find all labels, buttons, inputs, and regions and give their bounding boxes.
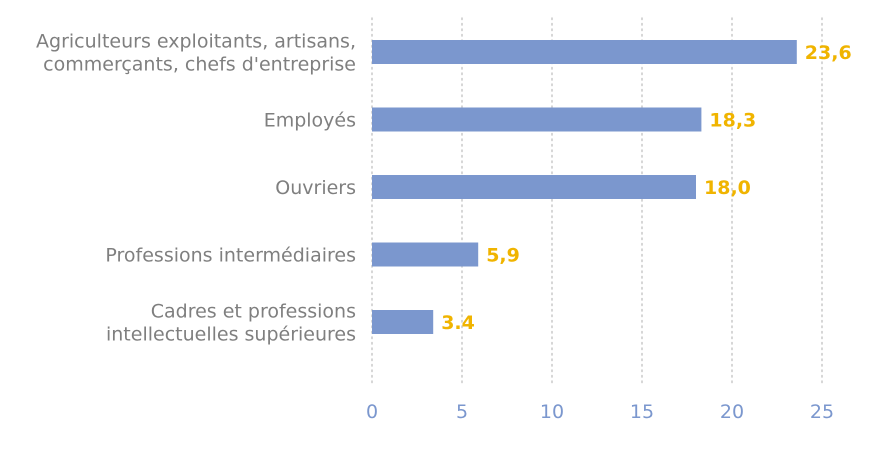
bar <box>372 40 797 64</box>
category-label: Professions intermédiaires <box>105 245 356 267</box>
value-label: 3.4 <box>441 312 475 334</box>
category-label: Employés <box>264 110 356 132</box>
value-label: 5,9 <box>486 245 520 267</box>
x-axis-tick-labels: 0 5 10 15 20 25 <box>366 401 834 423</box>
x-tick-label: 5 <box>456 401 468 423</box>
value-label: 18,0 <box>704 177 751 199</box>
category-labels: Agriculteurs exploitants, artisans, comme… <box>36 31 356 346</box>
bars <box>372 40 797 334</box>
bar <box>372 310 434 334</box>
x-tick-label: 25 <box>810 401 834 423</box>
bar <box>372 107 702 132</box>
x-tick-label: 10 <box>540 401 564 423</box>
bar <box>372 175 696 199</box>
grid-lines <box>371 17 823 385</box>
bar <box>372 242 479 267</box>
value-labels: 23,6 18,3 18,0 5,9 3.4 <box>441 42 851 334</box>
x-tick-label: 20 <box>720 401 744 423</box>
x-tick-label: 0 <box>366 401 378 423</box>
category-label: Ouvriers <box>275 177 356 199</box>
category-label: Cadres et professions intellectuelles sup… <box>106 301 356 346</box>
x-tick-label: 15 <box>630 401 654 423</box>
value-label: 18,3 <box>709 110 756 132</box>
value-label: 23,6 <box>805 42 852 64</box>
category-label: Agriculteurs exploitants, artisans, comme… <box>36 31 356 76</box>
